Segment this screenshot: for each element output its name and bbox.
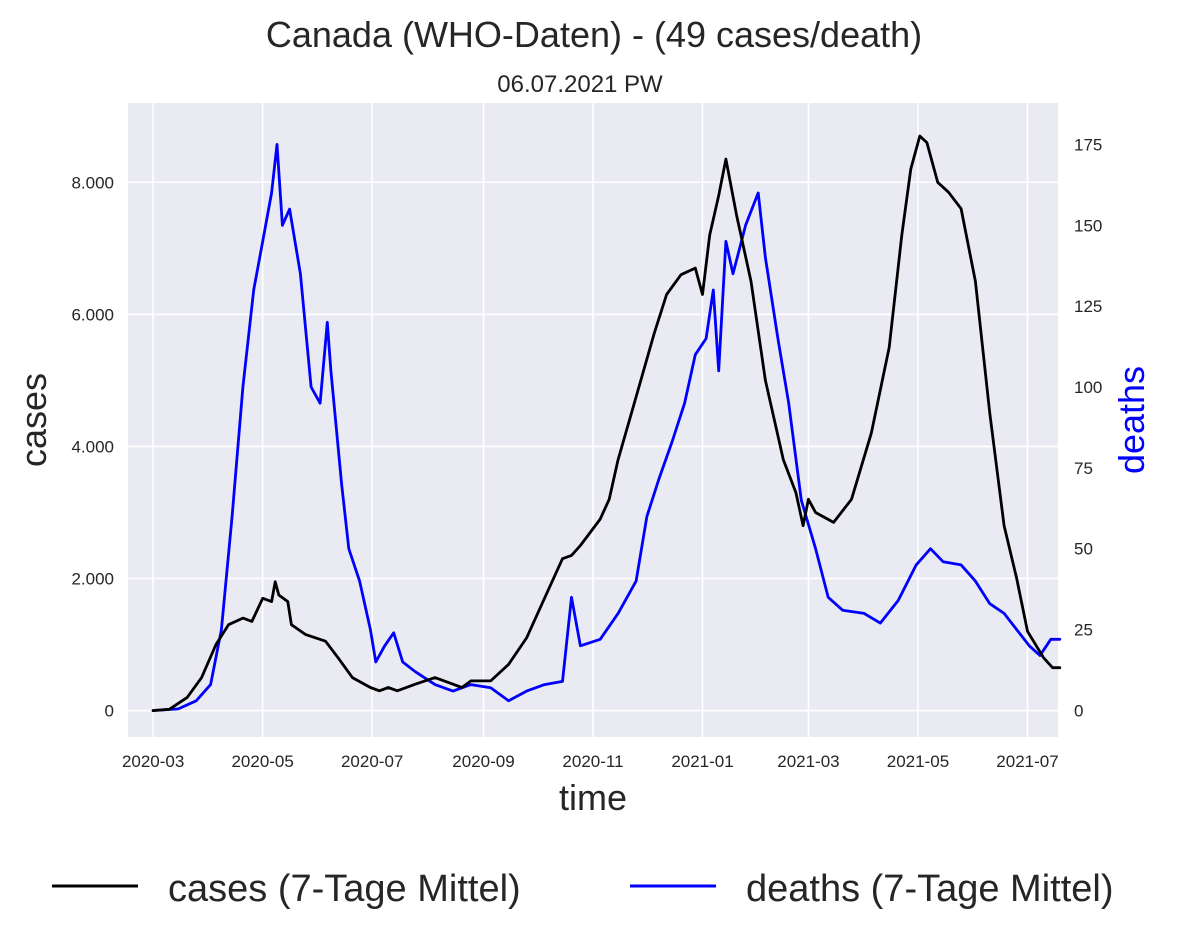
y2-axis-label: deaths <box>1111 366 1152 474</box>
y2-tick-label: 175 <box>1074 135 1102 154</box>
series-line-cases <box>151 134 1062 712</box>
x-tick-label: 2020-11 <box>562 752 623 771</box>
x-tick-label: 2021-01 <box>671 752 733 771</box>
x-tick-label: 2020-07 <box>341 752 403 771</box>
x-tick-label: 2021-03 <box>777 752 839 771</box>
y2-tick-label: 25 <box>1074 621 1093 640</box>
series-layer <box>151 134 1062 712</box>
y2-tick-label: 150 <box>1074 216 1102 235</box>
y-tick-label: 6.000 <box>71 305 114 324</box>
chart-title: Canada (WHO-Daten) - (49 cases/death) <box>266 14 922 55</box>
x-axis-label: time <box>559 777 627 818</box>
y-tick-labels: 0 2.000 4.000 6.000 8.000 <box>71 173 114 720</box>
y2-tick-labels: 0 25 50 75 100 125 150 175 <box>1074 135 1102 720</box>
legend-label-deaths: deaths (7-Tage Mittel) <box>746 868 1114 910</box>
x-tick-label: 2020-05 <box>231 752 293 771</box>
x-tick-label: 2020-03 <box>122 752 184 771</box>
legend: cases (7-Tage Mittel) deaths (7-Tage Mit… <box>52 868 1114 910</box>
y-tick-label: 2.000 <box>71 570 114 589</box>
y2-tick-label: 0 <box>1074 701 1083 720</box>
y2-tick-label: 50 <box>1074 540 1093 559</box>
y-tick-label: 0 <box>105 702 114 721</box>
y2-tick-label: 75 <box>1074 459 1093 478</box>
y-axis-label: cases <box>13 373 54 467</box>
y-tick-label: 4.000 <box>71 437 114 456</box>
x-tick-label: 2021-07 <box>996 752 1058 771</box>
series-line-deaths <box>151 143 1062 712</box>
grid <box>128 103 1058 737</box>
y-tick-label: 8.000 <box>71 173 114 192</box>
y2-tick-label: 100 <box>1074 378 1102 397</box>
x-tick-labels: 2020-03 2020-05 2020-07 2020-09 2020-11 2021-… <box>122 752 1059 771</box>
x-tick-label: 2021-05 <box>887 752 949 771</box>
legend-label-cases: cases (7-Tage Mittel) <box>168 868 521 910</box>
chart-subtitle: 06.07.2021 PW <box>497 71 663 98</box>
y2-tick-label: 125 <box>1074 297 1102 316</box>
x-tick-label: 2020-09 <box>452 752 514 771</box>
